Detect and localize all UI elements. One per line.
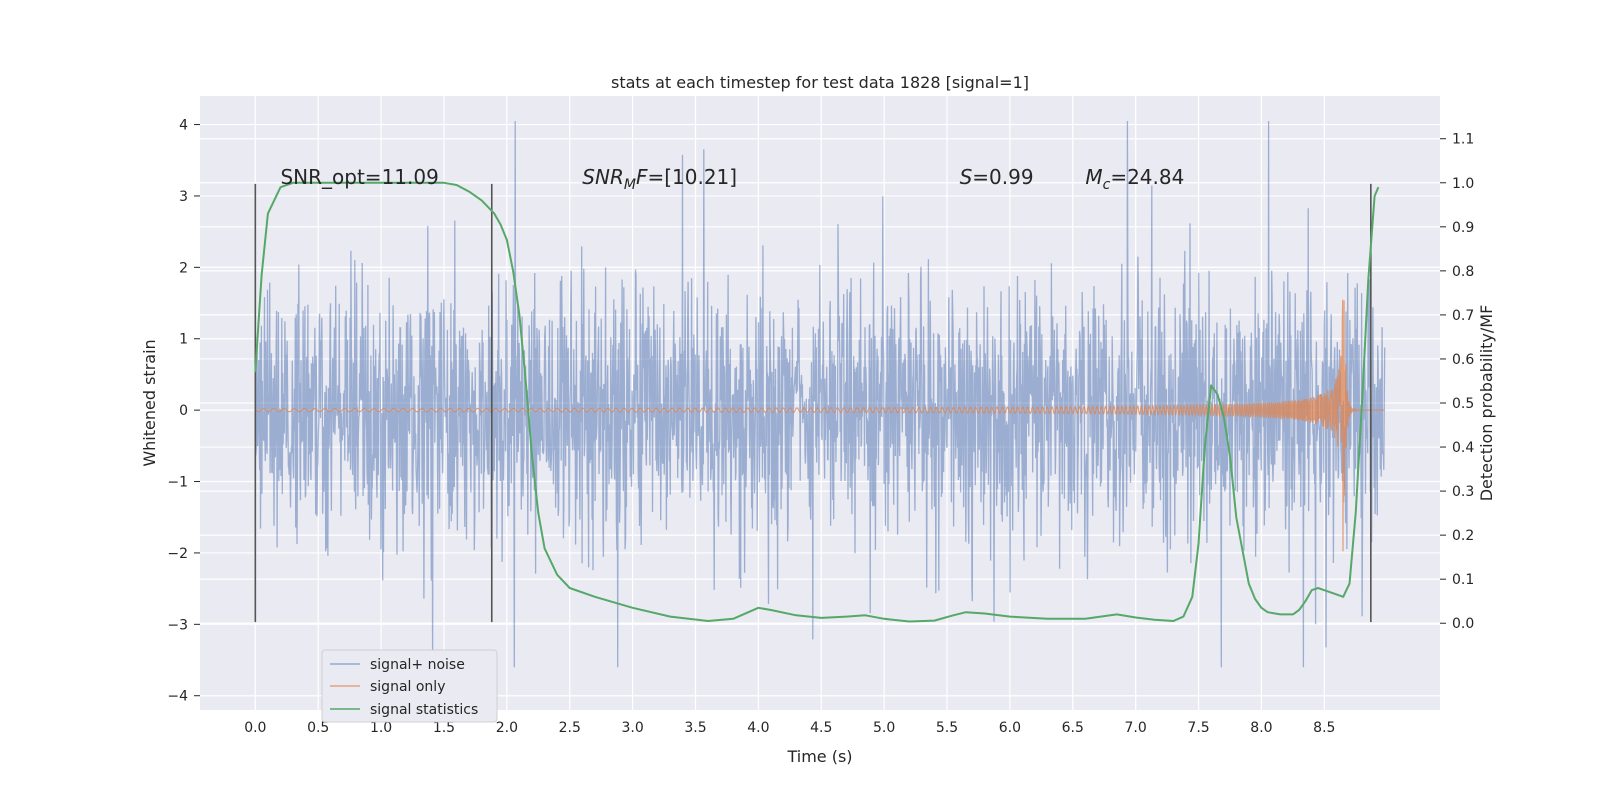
statistics-line	[254, 181, 1380, 623]
x-tick-label: 1.0	[370, 720, 392, 736]
y-tick-label: 1	[179, 332, 188, 348]
x-tick-label: 6.5	[1062, 720, 1084, 736]
x-tick-label: 7.5	[1187, 720, 1209, 736]
y-tick-label: 0	[179, 403, 188, 419]
y-right-tick-label: 0.7	[1452, 308, 1474, 324]
x-tick-label: 4.5	[810, 720, 832, 736]
y-tick-label: −2	[167, 546, 188, 562]
annotation-main: M	[1085, 165, 1102, 189]
legend-label-signal-statistics: signal statistics	[370, 702, 478, 718]
x-tick-label: 8.0	[1250, 720, 1272, 736]
x-tick-label: 0.0	[244, 720, 266, 736]
y-right-tick-label: 0.3	[1452, 484, 1474, 500]
y-right-tick-label: 0.0	[1452, 616, 1474, 632]
y-right-tick-label: 0.2	[1452, 528, 1474, 544]
annotation-main: SNR_opt=11.09	[280, 165, 438, 189]
x-tick-label: 0.5	[307, 720, 329, 736]
legend-box	[321, 649, 498, 723]
annotation-suffix-symbol: F	[636, 165, 648, 189]
annotation-main: S	[960, 165, 973, 189]
annotation-suffix-value: =[10.21]	[647, 165, 737, 189]
chart-title: stats at each timestep for test data 182…	[611, 73, 1029, 92]
y-tick-label: 4	[179, 118, 188, 134]
annotation-suffix: =0.99	[972, 165, 1033, 189]
x-tick-label: 3.0	[621, 720, 643, 736]
series-signal-statistics	[254, 181, 1380, 623]
y-right-tick-label: 1.1	[1452, 132, 1474, 148]
x-tick-label: 1.5	[433, 720, 455, 736]
y-right-axis-ticks: 0.0 0.1 0.2 0.3 0.4 0.5 0.6 0.7 0.8 0.9 1.0 1.1	[1440, 132, 1474, 632]
legend-label-signal-only: signal only	[370, 679, 445, 695]
y-axis-label: Whitened strain	[140, 339, 159, 466]
chirp-trace	[254, 299, 1385, 552]
annotation-label: S=0.99	[960, 165, 1034, 189]
y-tick-label: 2	[179, 260, 188, 276]
y-tick-label: −4	[167, 689, 188, 705]
annotation-suffix: =24.84	[1110, 165, 1184, 189]
x-tick-label: 2.0	[496, 720, 518, 736]
x-tick-label: 7.0	[1125, 720, 1147, 736]
annotation-label: Mc=24.84	[1085, 165, 1184, 193]
y-right-tick-label: 0.1	[1452, 572, 1474, 588]
y-right-tick-label: 0.5	[1452, 396, 1474, 412]
x-tick-label: 6.0	[999, 720, 1021, 736]
y-right-axis-label: Detection probability/MF	[1477, 305, 1496, 502]
annotation-subscript: M	[624, 177, 636, 193]
annotation-suffix: F=[10.21]	[636, 165, 737, 189]
annotation-label: SNRMF=[10.21]	[582, 165, 737, 193]
x-tick-label: 5.5	[936, 720, 958, 736]
y-right-tick-label: 0.6	[1452, 352, 1474, 368]
annotation-main: SNR	[582, 165, 624, 189]
legend: signal+ noise signal only signal statist…	[321, 649, 498, 723]
x-axis-label: Time (s)	[786, 747, 852, 766]
x-tick-label: 3.5	[684, 720, 706, 736]
x-tick-label: 8.5	[1313, 720, 1335, 736]
legend-label-signal-plus-noise: signal+ noise	[370, 657, 465, 673]
series-signal-only	[254, 299, 1385, 552]
x-tick-label: 2.5	[559, 720, 581, 736]
annotations: SNR_opt=11.09 SNRMF=[10.21] S=0.99 Mc=24.84	[280, 165, 1184, 193]
y-right-tick-label: 1.0	[1452, 176, 1474, 192]
annotation-subscript: c	[1103, 177, 1111, 193]
y-tick-label: −1	[167, 475, 188, 491]
y-right-tick-label: 0.8	[1452, 264, 1474, 280]
x-axis-ticks: 0.0 0.5 1.0 1.5 2.0 2.5 3.0 3.5 4.0 4.5 5.0 5.5 6.0 6…	[244, 720, 1335, 736]
x-tick-label: 5.0	[873, 720, 895, 736]
x-tick-label: 4.0	[747, 720, 769, 736]
y-right-tick-label: 0.4	[1452, 440, 1474, 456]
annotation-label: SNR_opt=11.09	[280, 165, 438, 189]
y-right-tick-label: 0.9	[1452, 220, 1474, 236]
y-axis-ticks: −4 −3 −2 −1 0 1 2 3 4	[167, 118, 200, 705]
y-tick-label: −3	[167, 617, 188, 633]
y-tick-label: 3	[179, 189, 188, 205]
